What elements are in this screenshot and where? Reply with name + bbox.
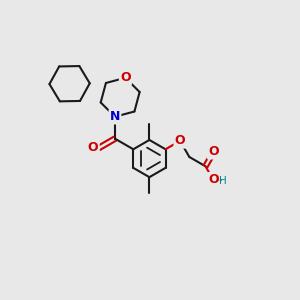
Text: O: O	[208, 173, 218, 186]
Text: N: N	[110, 110, 120, 123]
Text: O: O	[175, 134, 185, 147]
Text: O: O	[88, 141, 98, 154]
Text: O: O	[208, 145, 219, 158]
Text: O: O	[120, 71, 131, 84]
Text: H: H	[219, 176, 227, 185]
